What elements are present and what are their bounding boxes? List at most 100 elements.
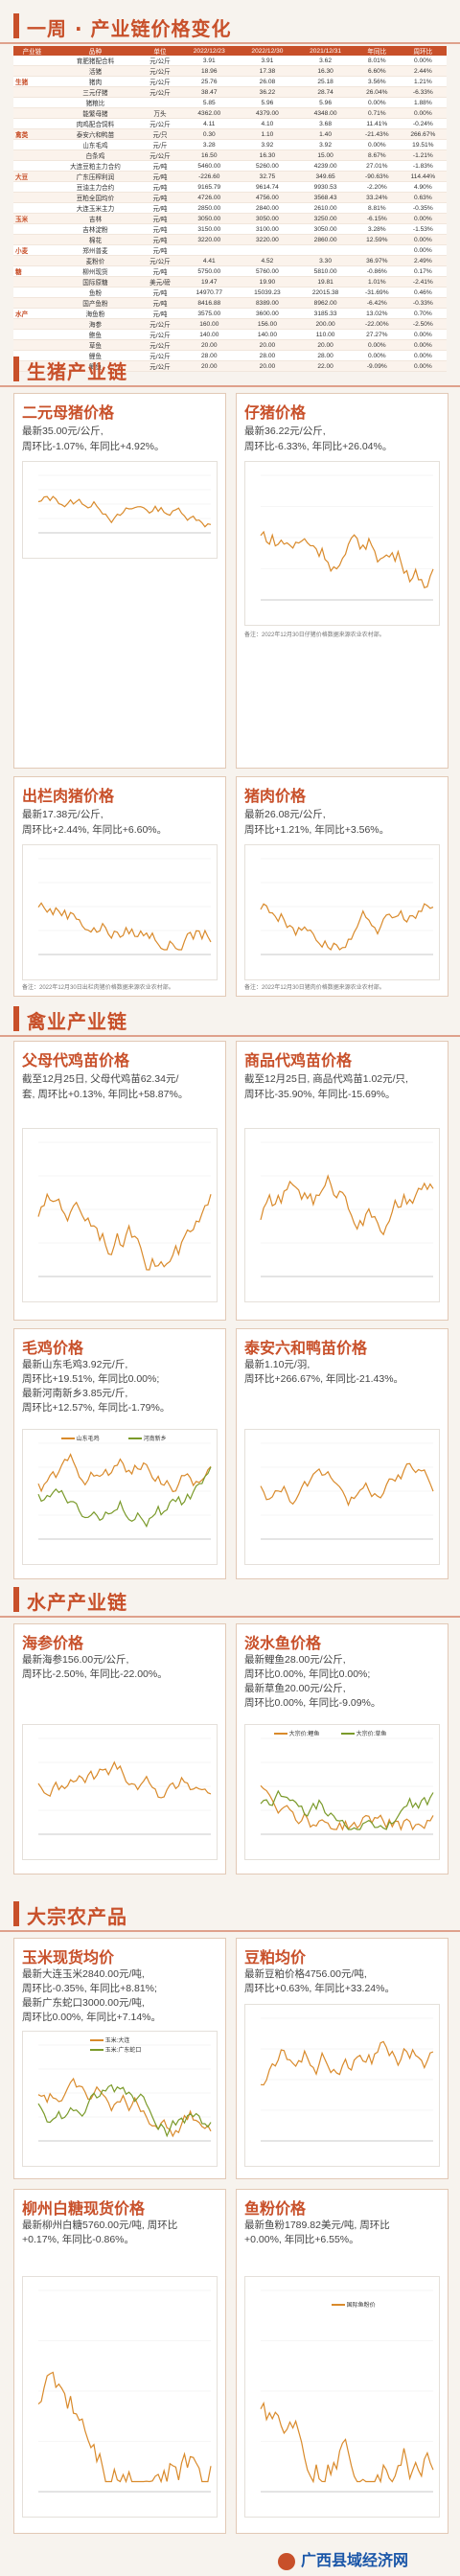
table-cell: -1.21% [399,150,447,161]
table-cell: 3220.00 [238,234,297,245]
table-cell: 9614.74 [238,181,297,193]
legend-label: 山东毛鸡 [76,1437,100,1442]
table-cell: -0.24% [399,118,447,129]
table-cell [13,297,51,309]
chart-sea-cucumber [22,1724,218,1860]
table-cell [13,234,51,245]
table-cell: 4726.00 [179,192,239,203]
table-row: 鲍鱼 元/公斤 140.00 140.00 110.00 27.27% 0.00% [13,329,447,340]
table-cell: 4348.00 [296,107,355,119]
table-cell: 4379.00 [238,107,297,119]
card-desc-2: 周环比-1.07%, 年同比+4.92%。 [22,441,165,452]
table-cell: -0.33% [399,297,447,309]
table-cell: 大连玉米主力 [50,202,140,214]
card-title: 淡水鱼价格 [244,1634,322,1652]
series-line [260,2401,434,2484]
card-desc-1: 截至12月25日, 商品代鸡苗1.02元/只, [244,1073,408,1085]
table-cell: 110.00 [296,329,355,340]
card-title: 商品代鸡苗价格 [244,1051,353,1070]
table-row: 国际原糖 美元/磅 19.47 19.90 19.81 1.01% -2.41% [13,276,447,288]
table-cell: 1.88% [399,97,447,108]
card-title: 泰安六和鸭苗价格 [244,1339,368,1357]
table-cell: 2860.00 [296,234,355,245]
chart-freshwater: 大宗价:鲤鱼 大宗价:草鱼 [244,1724,440,1860]
table-cell: 20.00 [179,360,239,372]
legend-a: 玉米:大连 [90,2036,129,2044]
table-cell: 20.00 [179,339,239,351]
table-cell: 活猪 [50,65,140,77]
table-cell: 元/只 [139,128,180,140]
card-duck-price: 泰安六和鸭苗价格 最新1.10元/羽, 周环比+266.67%, 年同比-21.… [236,1328,448,1579]
section-title: 生猪产业链 [27,360,127,383]
table-cell: -6.42% [354,297,400,309]
table-cell: 元/公斤 [139,318,180,330]
table-cell: 3.28 [179,139,239,150]
table-cell: 28.74 [296,86,355,98]
chart-plot [260,1442,434,1540]
table-cell: 元/公斤 [139,329,180,340]
table-cell: 114.44% [399,171,447,182]
table-cell: -1.83% [399,160,447,172]
legend-a: 大宗价:鲤鱼 [274,1729,319,1737]
card-title: 出栏肉猪价格 [22,787,115,805]
card-desc-1: 最新26.08元/公斤, [244,809,326,820]
series-line [260,1174,434,1236]
table-cell: 15039.23 [238,287,297,298]
table-cell: 生猪 [13,76,51,87]
table-row: 大连玉米主力 元/吨 2850.00 2840.00 2610.00 8.81% -0.35… [13,202,447,214]
table-cell: 郑州普麦 [50,244,140,256]
table-cell: 27.27% [354,329,400,340]
card-desc-1: 最新柳州白糖5760.00元/吨, 周环比 [22,2220,178,2231]
table-row: 豆油主力合约 元/吨 9165.79 9614.74 9930.53 -2.20% 4.90… [13,181,447,193]
table-cell: 元/吨 [139,244,180,256]
table-header: 品种 [50,46,140,56]
table-row: 大连豆粕主力合约 元/吨 5460.00 5260.00 4239.00 27.01% -1… [13,160,447,172]
table-cell: 猪肉 [50,76,140,87]
card-desc-1: 最新海参156.00元/公斤, [22,1654,129,1666]
table-cell: 广东压榨利润 [50,171,140,182]
table-row: 吉林淀粉 元/吨 3150.00 3100.00 3050.00 3.28% -1.53% [13,223,447,235]
table-cell: 6.60% [354,65,400,77]
card-fishmeal-price: 鱼粉价格 最新鱼粉1789.82美元/吨, 周环比 +0.00%, 年同比+6.… [236,2189,448,2534]
legend-label: 河南新乡 [143,1437,167,1442]
table-cell [13,56,51,66]
legend-swatch [90,2039,104,2042]
series-line [37,1453,212,1493]
table-cell: -0.86% [354,265,400,277]
section-divider [0,1930,460,1932]
card-desc-2: 周环比+2.44%, 年同比+6.60%。 [22,824,168,836]
table-cell: 8962.00 [296,297,355,309]
table-header: 2022/12/23 [179,46,239,56]
legend-label: 国际鱼粉价 [346,2303,376,2309]
table-row: 玉米 吉林 元/吨 3050.00 3050.00 3250.00 -6.15% 0.00% [13,213,447,224]
chart-plot [260,1141,434,1277]
table-cell: 3.91 [179,56,239,66]
table-cell: -2.41% [399,276,447,288]
chart-piglet [244,461,440,626]
table-cell: 3600.00 [238,308,297,319]
table-cell: -22.00% [354,318,400,330]
table-cell: 19.90 [238,276,297,288]
table-cell [13,329,51,340]
legend-label: 玉米:广东蛇口 [104,2048,142,2054]
table-cell: -21.43% [354,128,400,140]
chart-plot [260,858,434,955]
series-line [260,1784,434,1831]
table-cell [13,65,51,77]
table-cell: 2.49% [399,255,447,266]
table-row: 肉鸡配合饲料 元/公斤 4.11 4.10 3.68 11.41% -0.24% [13,118,447,129]
table-row: 山东毛鸡 元/斤 3.28 3.92 3.92 0.00% 19.51% [13,139,447,150]
table-cell: 棉花 [50,234,140,245]
table-cell [179,244,239,256]
card-desc-1: 最新36.22元/公斤, [244,426,326,437]
table-row: 糖柳州现货 元/吨 5750.00 5760.00 5810.00 -0.86% 0.17% [13,265,447,277]
table-cell: 20.00 [238,339,297,351]
table-cell: 4.52 [238,255,297,266]
table-cell: 3.92 [238,139,297,150]
table-cell: 元/公斤 [139,86,180,98]
table-cell: 26.04% [354,86,400,98]
footer-watermark: 广西县域经济网 [278,2547,408,2570]
table-row: 白条鸡 元/公斤 16.50 16.30 15.00 8.67% -1.21% [13,150,447,161]
table-row: 草鱼 元/公斤 20.00 20.00 20.00 0.00% 0.00% [13,339,447,351]
series-line [37,2083,212,2138]
